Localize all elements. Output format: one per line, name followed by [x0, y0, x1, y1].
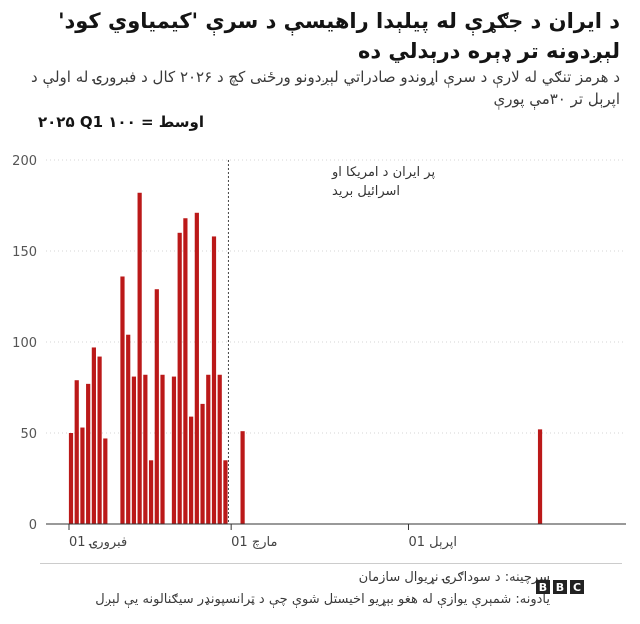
bar: [211, 236, 217, 524]
bar: [86, 383, 91, 524]
y-axis-index-label: ۲۰۲۵ Q1 اوسط = ۱۰۰: [38, 113, 205, 131]
bbc-logo-letter: B: [536, 580, 550, 594]
y-tick-label: 100: [12, 336, 37, 351]
bar: [171, 376, 177, 524]
bar: [154, 289, 159, 524]
bar: [80, 427, 85, 524]
bar: [74, 380, 79, 524]
bar: [68, 433, 74, 524]
y-tick-label: 50: [20, 427, 37, 442]
bar: [160, 374, 165, 524]
chart-subtitle: د هرمز تنګي له لارې د سرې اړوندو صادراتي…: [31, 68, 620, 108]
footer-divider: [40, 563, 622, 564]
bar: [206, 374, 211, 524]
bar-chart: 0 50 100 150 200 01 فبرورۍ 01 مارچ 01 اپرېل پر ا…: [12, 154, 626, 550]
y-tick-label: 200: [12, 154, 37, 169]
y-tick-label: 0: [29, 518, 37, 533]
x-tick-label: 01 فبرورۍ: [69, 535, 127, 550]
bar: [177, 232, 182, 525]
bar: [537, 429, 543, 524]
bar: [194, 212, 199, 524]
bar: [200, 403, 205, 524]
source-note: سرچینه: د سوداګرۍ نړیوال سازمان: [358, 570, 550, 585]
x-tick-label: 01 مارچ: [231, 535, 277, 550]
x-tick-label: 01 اپرېل: [408, 535, 457, 550]
bbc-logo-letter: B: [553, 580, 567, 594]
bbc-logo: B B C: [536, 580, 584, 594]
bar: [183, 218, 188, 524]
bar: [126, 334, 131, 524]
bar: [103, 438, 108, 524]
bar: [120, 276, 125, 524]
bbc-logo-letter: C: [570, 580, 584, 594]
footnote: یادونه: شمېرې یوازې له هغو بېړیو اخیستل …: [95, 592, 550, 607]
bar: [143, 374, 148, 524]
bar: [217, 374, 222, 524]
bar: [240, 431, 245, 524]
bar: [131, 376, 137, 524]
bar: [223, 460, 228, 524]
bar: [148, 460, 154, 524]
event-annotation-label: پر ایران د امریکا او: [331, 165, 435, 180]
bar: [137, 192, 142, 524]
y-tick-label: 150: [12, 245, 37, 260]
bar: [189, 416, 194, 524]
event-annotation-label: اسرائیل برید: [332, 184, 400, 199]
bar: [97, 356, 102, 524]
chart-title: د ایران د جګړې له پیلېدا راهیسې د سرې 'ک…: [58, 9, 620, 63]
bar: [91, 347, 96, 524]
